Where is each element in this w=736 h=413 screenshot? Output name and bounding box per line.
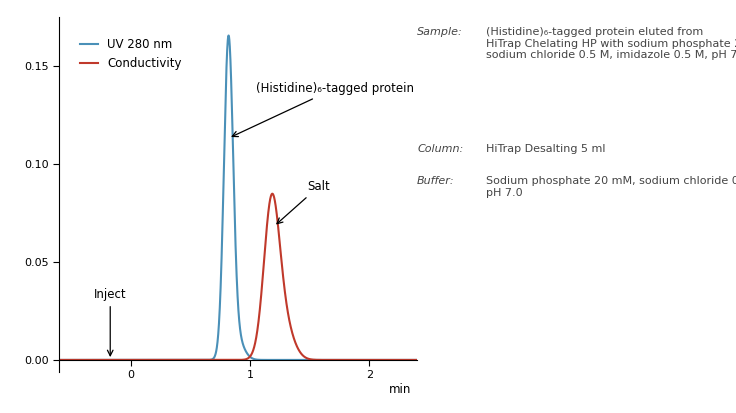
Text: HiTrap Desalting 5 ml: HiTrap Desalting 5 ml (486, 145, 605, 154)
Line: Conductivity: Conductivity (59, 194, 417, 360)
UV 280 nm (96, 357, 105, 362)
UV 280 nm (406, 357, 414, 362)
Conductivity (413, 357, 422, 362)
Text: Sample:: Sample: (417, 27, 463, 37)
Conductivity (192, 357, 201, 362)
Conductivity (116, 357, 125, 362)
Legend: UV 280 nm, Conductivity: UV 280 nm, Conductivity (76, 33, 187, 74)
UV 280 nm (413, 357, 422, 362)
UV 280 nm (367, 357, 376, 362)
UV 280 nm (224, 33, 233, 38)
Text: Buffer:: Buffer: (417, 176, 455, 186)
Text: min: min (389, 384, 411, 396)
UV 280 nm (192, 357, 201, 362)
Text: $A_{280\,\mathrm{nm}}$: $A_{280\,\mathrm{nm}}$ (59, 0, 102, 2)
Text: Sodium phosphate 20 mM, sodium chloride 0.15 M,
pH 7.0: Sodium phosphate 20 mM, sodium chloride … (486, 176, 736, 198)
Conductivity (406, 357, 414, 362)
Line: UV 280 nm: UV 280 nm (59, 36, 417, 360)
UV 280 nm (54, 357, 63, 362)
Text: (Histidine)₆-tagged protein: (Histidine)₆-tagged protein (233, 82, 414, 137)
Text: Salt: Salt (277, 180, 330, 224)
Conductivity (268, 191, 277, 196)
Text: Inject: Inject (94, 288, 127, 356)
Text: Column:: Column: (417, 145, 464, 154)
UV 280 nm (208, 357, 216, 362)
Conductivity (208, 357, 216, 362)
UV 280 nm (116, 357, 125, 362)
Conductivity (96, 357, 105, 362)
Conductivity (54, 357, 63, 362)
Conductivity (367, 357, 376, 362)
Text: (Histidine)₆-tagged protein eluted from
HiTrap Chelating HP with sodium phosphat: (Histidine)₆-tagged protein eluted from … (486, 27, 736, 60)
